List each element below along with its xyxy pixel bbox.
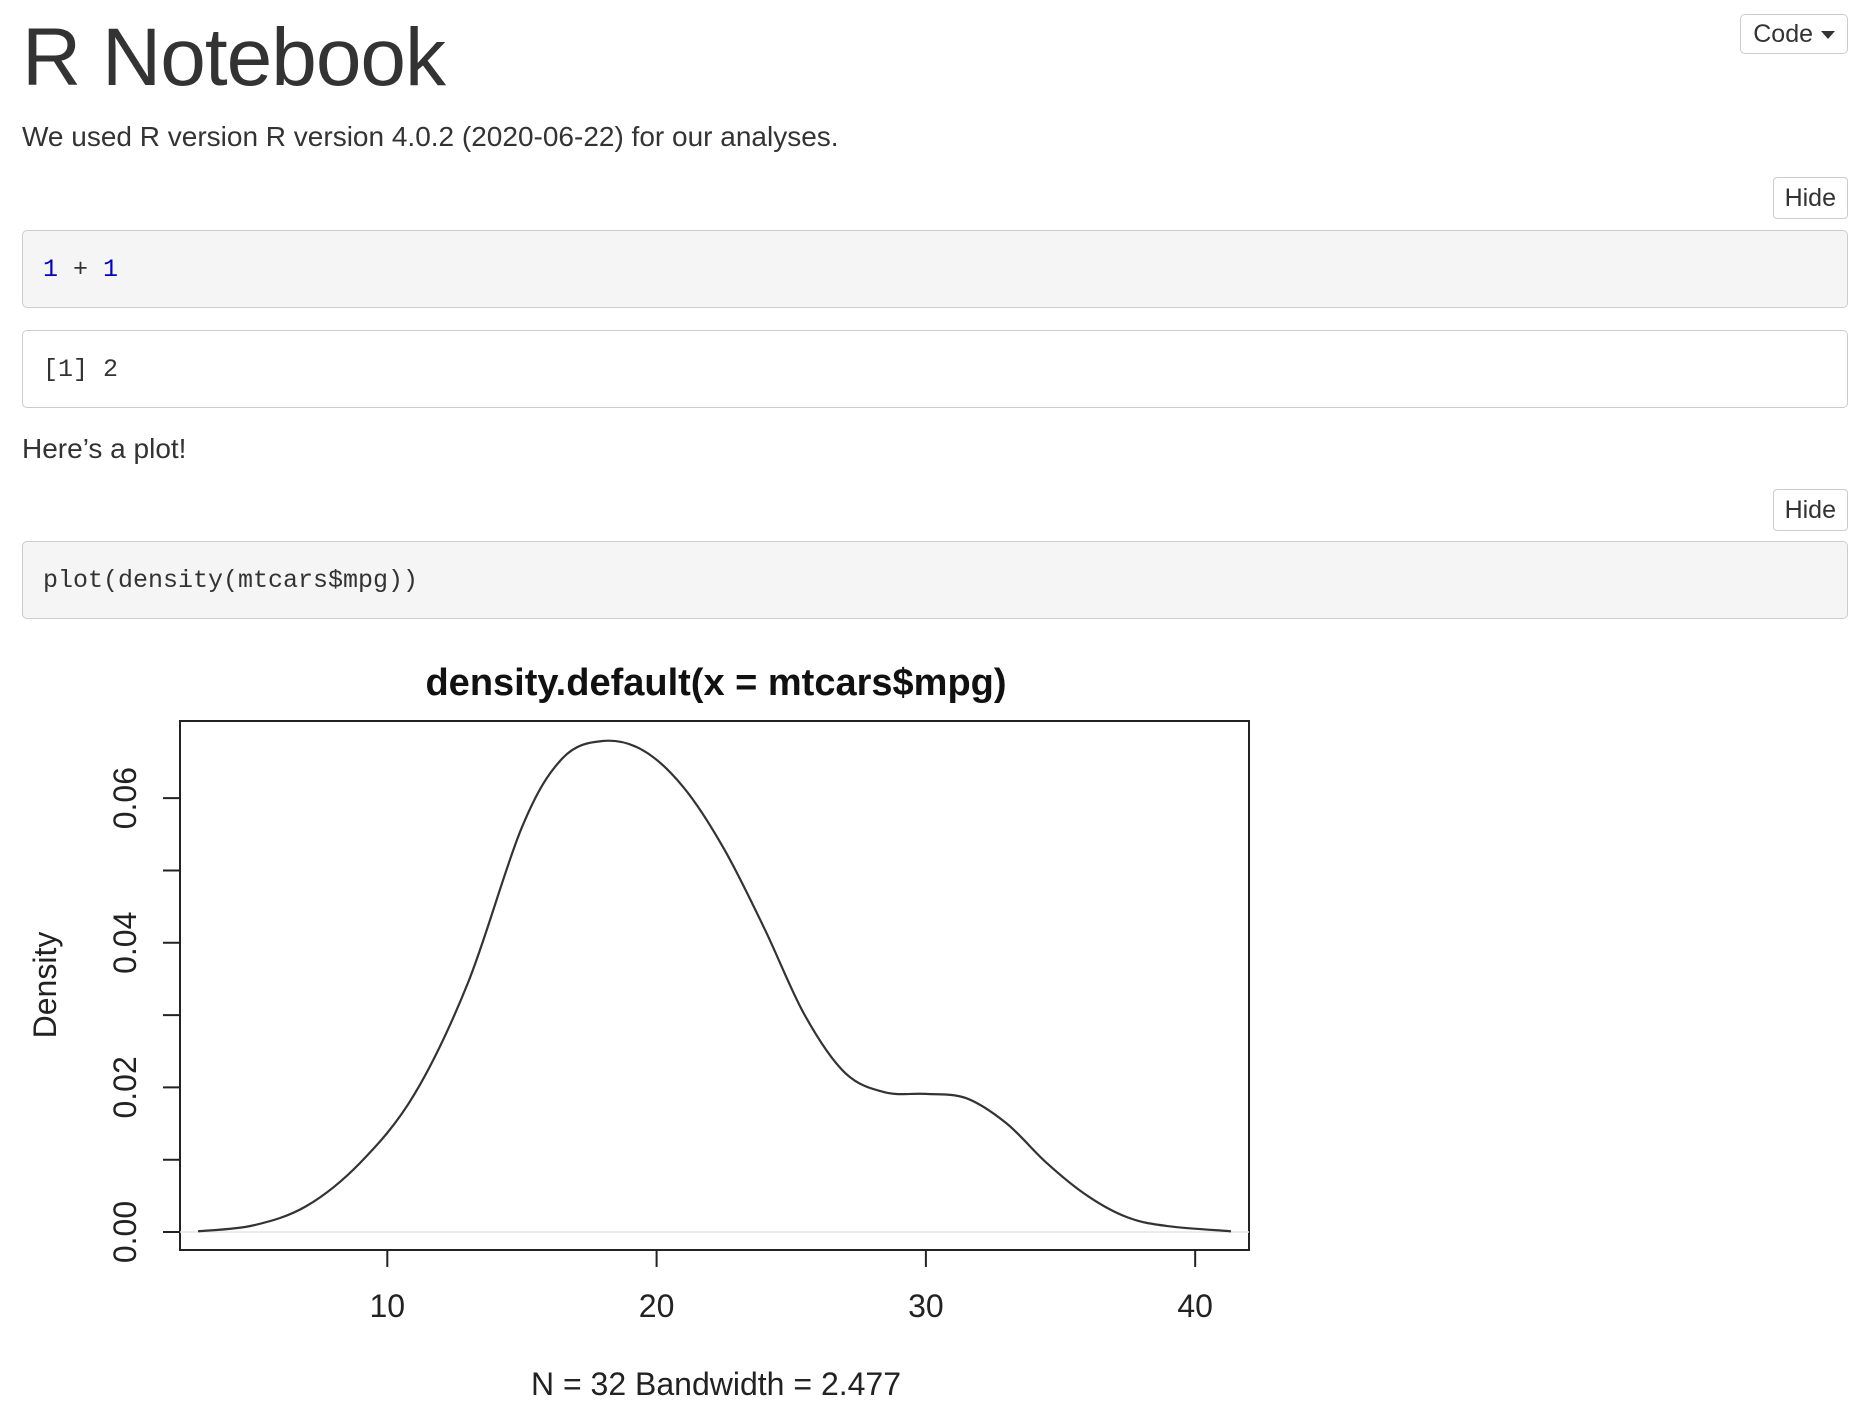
y-tick-label: 0.06 xyxy=(107,767,143,829)
x-axis-label: N = 32 Bandwidth = 2.477 xyxy=(531,1366,901,1402)
x-tick-label: 30 xyxy=(908,1288,944,1324)
y-axis-label: Density xyxy=(27,932,63,1039)
output-text: [1] 2 xyxy=(43,354,119,384)
code-chunk-1: 1 + 1 xyxy=(22,230,1848,308)
code-number: 1 xyxy=(43,254,59,284)
code-menu-button[interactable]: Code xyxy=(1740,14,1848,54)
code-operator: + xyxy=(58,254,104,284)
code-menu-label: Code xyxy=(1753,19,1813,48)
code-number: 1 xyxy=(103,254,119,284)
x-tick-label: 10 xyxy=(370,1288,406,1324)
density-plot: density.default(x = mtcars$mpg) 10 20 30 40 0… xyxy=(0,640,1280,1422)
plot-frame xyxy=(179,720,1250,1251)
density-curve xyxy=(197,739,1232,1233)
page-title: R Notebook xyxy=(22,12,446,103)
caret-down-icon xyxy=(1821,31,1835,39)
plot-intro-paragraph: Here’s a plot! xyxy=(22,433,187,464)
chart-title: density.default(x = mtcars$mpg) xyxy=(425,662,1006,704)
y-tick-label: 0.04 xyxy=(107,912,143,974)
y-tick-label: 0.02 xyxy=(107,1056,143,1118)
x-tick-label: 20 xyxy=(639,1288,675,1324)
density-plot-svg: density.default(x = mtcars$mpg) 10 20 30 40 0… xyxy=(27,662,1250,1402)
hide-button-chunk-2[interactable]: Hide xyxy=(1772,489,1848,531)
y-tick-label: 0.00 xyxy=(107,1201,143,1263)
code-text: plot(density(mtcars$mpg)) xyxy=(43,565,419,595)
output-chunk-1: [1] 2 xyxy=(22,330,1848,408)
hide-button-chunk-1[interactable]: Hide xyxy=(1772,177,1848,219)
intro-paragraph: We used R version R version 4.0.2 (2020-… xyxy=(22,121,839,152)
x-tick-label: 40 xyxy=(1177,1288,1213,1324)
code-chunk-2: plot(density(mtcars$mpg)) xyxy=(22,541,1848,619)
